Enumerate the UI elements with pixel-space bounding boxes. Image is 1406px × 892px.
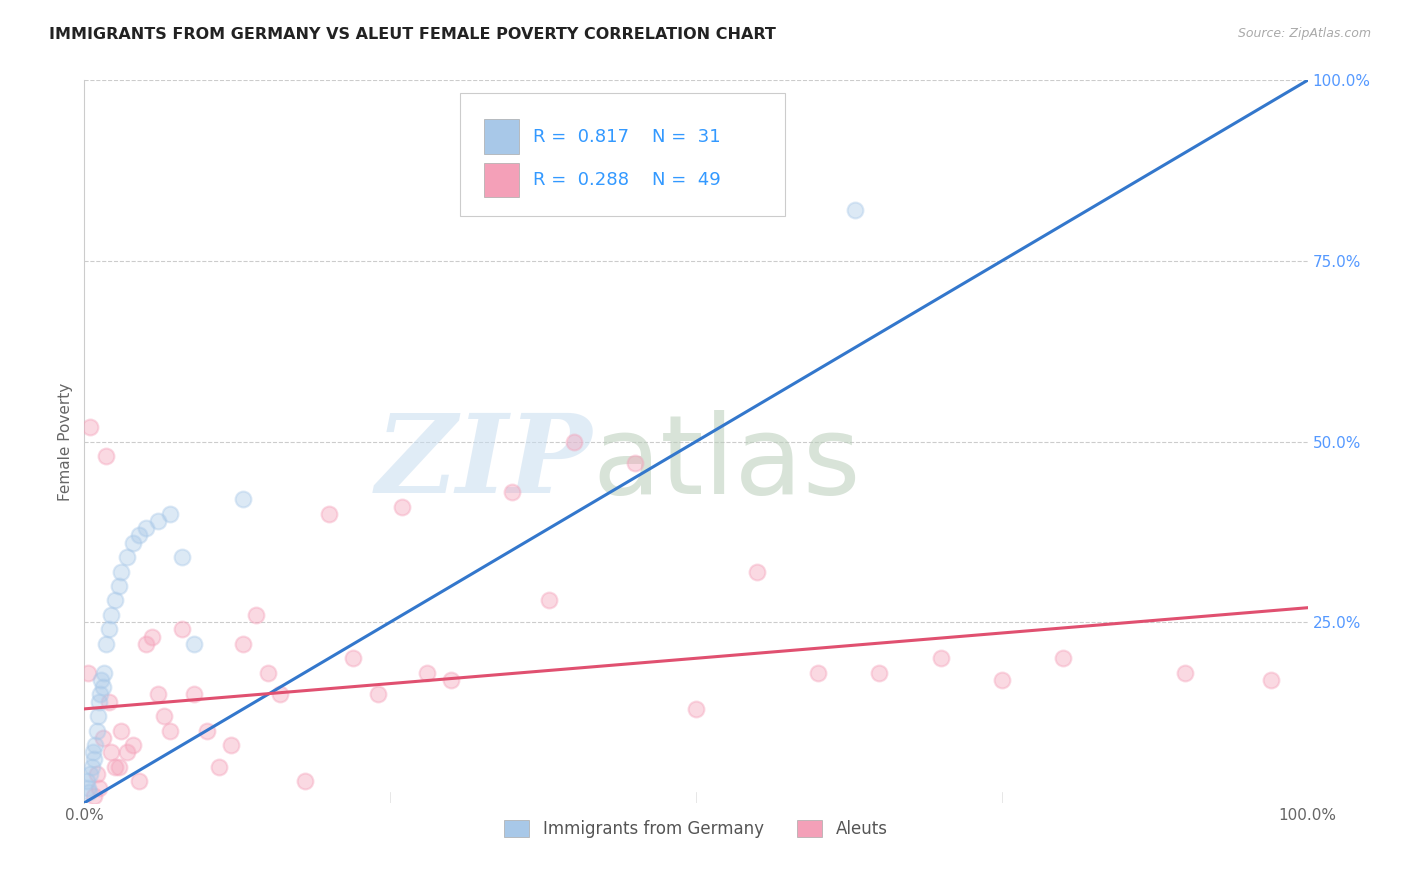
- Point: [141, 630, 163, 644]
- Point: [83, 752, 105, 766]
- Point: [87, 709, 110, 723]
- Point: [807, 665, 830, 680]
- Point: [269, 687, 291, 701]
- Point: [77, 665, 100, 680]
- Point: [257, 665, 280, 680]
- Point: [146, 687, 169, 701]
- Text: ZIP: ZIP: [375, 409, 592, 517]
- Point: [107, 760, 129, 774]
- Point: [929, 651, 952, 665]
- Point: [115, 745, 138, 759]
- Point: [97, 695, 120, 709]
- Point: [83, 789, 105, 803]
- Point: [440, 673, 463, 687]
- Point: [104, 760, 127, 774]
- Legend: Immigrants from Germany, Aleuts: Immigrants from Germany, Aleuts: [498, 814, 894, 845]
- Point: [624, 456, 647, 470]
- Point: [502, 485, 524, 500]
- Point: [146, 514, 169, 528]
- Text: atlas: atlas: [592, 409, 860, 516]
- Point: [159, 507, 181, 521]
- Point: [183, 687, 205, 701]
- Point: [1052, 651, 1074, 665]
- Point: [318, 507, 340, 521]
- Point: [86, 723, 108, 738]
- Point: [107, 579, 129, 593]
- Point: [87, 695, 110, 709]
- Point: [97, 623, 120, 637]
- Point: [76, 774, 98, 789]
- Point: [80, 760, 103, 774]
- Point: [93, 665, 115, 680]
- Point: [110, 723, 132, 738]
- FancyBboxPatch shape: [484, 120, 519, 154]
- Point: [245, 607, 267, 622]
- Point: [232, 637, 254, 651]
- Point: [172, 550, 194, 565]
- Point: [391, 500, 413, 514]
- Point: [153, 709, 176, 723]
- FancyBboxPatch shape: [460, 93, 786, 216]
- Point: [86, 767, 108, 781]
- Point: [87, 781, 110, 796]
- Point: [159, 723, 181, 738]
- Point: [100, 607, 122, 622]
- Point: [79, 420, 101, 434]
- Point: [342, 651, 364, 665]
- Point: [294, 774, 316, 789]
- Point: [1174, 665, 1197, 680]
- Text: Source: ZipAtlas.com: Source: ZipAtlas.com: [1237, 27, 1371, 40]
- Text: R =  0.288    N =  49: R = 0.288 N = 49: [533, 171, 721, 189]
- Text: IMMIGRANTS FROM GERMANY VS ALEUT FEMALE POVERTY CORRELATION CHART: IMMIGRANTS FROM GERMANY VS ALEUT FEMALE …: [49, 27, 776, 42]
- Point: [128, 774, 150, 789]
- Point: [77, 781, 100, 796]
- Point: [135, 637, 157, 651]
- Point: [89, 687, 111, 701]
- Point: [91, 680, 114, 694]
- Point: [219, 738, 242, 752]
- Point: [104, 593, 127, 607]
- FancyBboxPatch shape: [484, 162, 519, 197]
- Point: [1260, 673, 1282, 687]
- Point: [122, 738, 145, 752]
- Point: [96, 449, 118, 463]
- Point: [128, 528, 150, 542]
- Point: [91, 731, 114, 745]
- Point: [115, 550, 138, 565]
- Point: [416, 665, 439, 680]
- Point: [562, 434, 585, 449]
- Point: [96, 637, 118, 651]
- Point: [183, 637, 205, 651]
- Point: [844, 203, 866, 218]
- Point: [367, 687, 389, 701]
- Point: [135, 521, 157, 535]
- Point: [869, 665, 891, 680]
- Text: R =  0.817    N =  31: R = 0.817 N = 31: [533, 128, 721, 145]
- Point: [82, 745, 104, 759]
- Point: [90, 673, 112, 687]
- Point: [991, 673, 1014, 687]
- Point: [77, 785, 100, 799]
- Point: [84, 738, 107, 752]
- Point: [110, 565, 132, 579]
- Point: [208, 760, 231, 774]
- Point: [100, 745, 122, 759]
- Point: [538, 593, 561, 607]
- Point: [79, 767, 101, 781]
- Point: [747, 565, 769, 579]
- Point: [195, 723, 218, 738]
- Y-axis label: Female Poverty: Female Poverty: [58, 383, 73, 500]
- Point: [172, 623, 194, 637]
- Point: [685, 702, 707, 716]
- Point: [232, 492, 254, 507]
- Point: [122, 535, 145, 549]
